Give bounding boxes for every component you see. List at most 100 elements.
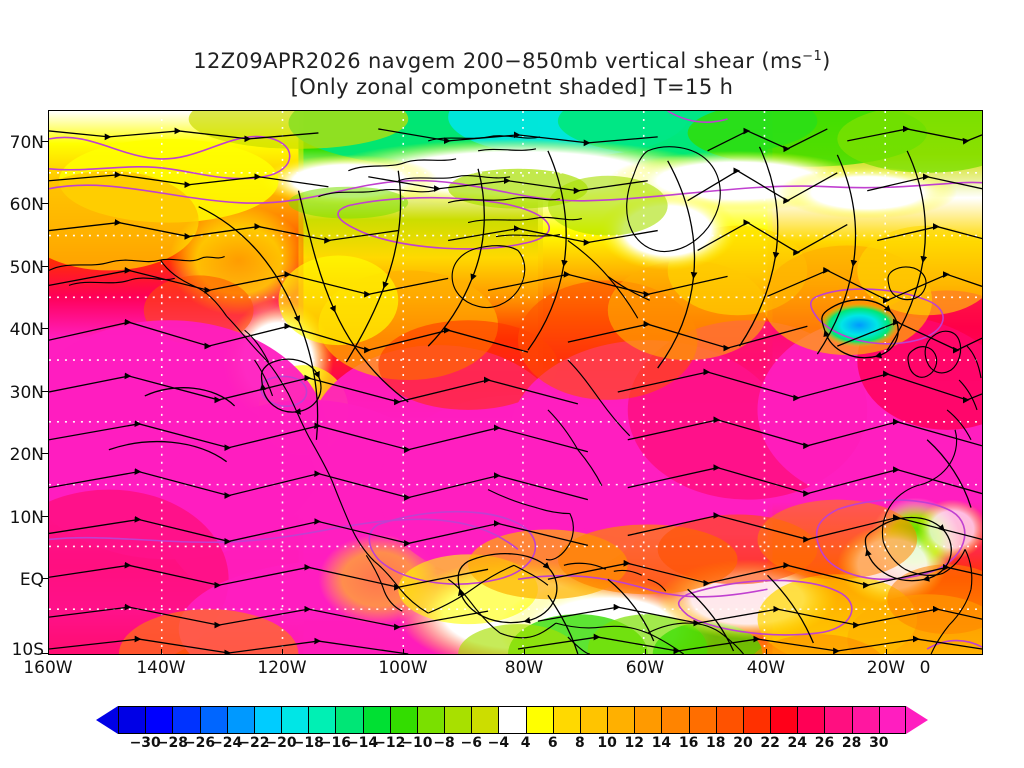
y-tick-50N (42, 266, 48, 267)
y-tick-label-60N: 60N (9, 195, 44, 215)
colorbar-cell (172, 706, 200, 734)
colorbar-over-arrow (906, 706, 928, 734)
colorbar-cell (199, 706, 227, 734)
colorbar-cell (335, 706, 363, 734)
title-line-2: [Only zonal componetnt shaded] T=15 h (290, 75, 734, 99)
colorbar-tick-label: 20 (733, 735, 753, 751)
colorbar-tick-label: 30 (869, 735, 889, 751)
colorbar-cell (226, 706, 254, 734)
colorbar-tick-label: 12 (624, 735, 644, 751)
colorbar-tick-label: −24 (211, 735, 243, 751)
colorbar-tick-label: 4 (520, 735, 531, 751)
y-tick-label-40N: 40N (9, 320, 44, 340)
x-tick-label-160W: 160W (23, 658, 73, 678)
colorbar-tick-label: −6 (460, 735, 482, 751)
colorbar-tick-label: −20 (265, 735, 297, 751)
colorbar-cell (824, 706, 852, 734)
colorbar-tick-label: 26 (814, 735, 835, 751)
colorbar-cell (389, 706, 417, 734)
x-tick-label-100W: 100W (378, 658, 428, 678)
x-tick-label-120W: 120W (257, 658, 307, 678)
y-tick-70N (42, 141, 48, 142)
colorbar-cell (552, 706, 580, 734)
page-title: 12Z09APR2026 navgem 200−850mb vertical s… (0, 44, 1024, 100)
colorbar-cell (770, 706, 798, 734)
colorbar-labels: −30 −28 −26 −24 −22 −20 −18 −16 −14 −12 −10 −8 −6 −4 4… (0, 735, 1024, 757)
colorbar-cell (634, 706, 662, 734)
colorbar-cell (362, 706, 390, 734)
colorbar-tick-label: 14 (651, 735, 672, 751)
x-tick-label-80W: 80W (504, 658, 544, 678)
colorbar (118, 706, 906, 734)
colorbar-cell (851, 706, 879, 734)
y-tick-30N (42, 391, 48, 392)
colorbar-tick-label: 10 (597, 735, 617, 751)
colorbar-tick-label: −30 (129, 735, 161, 751)
x-tick-160W (48, 649, 49, 655)
y-tick-label-EQ: EQ (19, 570, 44, 590)
colorbar-tick-label: −16 (319, 735, 351, 751)
x-tick-140W (161, 649, 162, 655)
colorbar-tick-label: −22 (238, 735, 270, 751)
y-tick-label-30N: 30N (9, 383, 44, 403)
colorbar-tick-label: 22 (760, 735, 780, 751)
y-tick-label-10N: 10N (9, 508, 44, 528)
x-tick-label-60W: 60W (625, 658, 665, 678)
x-tick-80W (524, 649, 525, 655)
shear-streamlines (49, 125, 982, 654)
colorbar-cell (715, 706, 743, 734)
y-tick-40N (42, 328, 48, 329)
colorbar-cell (878, 706, 906, 734)
x-tick-label-140W: 140W (136, 658, 186, 678)
shear-field-svg (49, 111, 982, 654)
colorbar-cell (281, 706, 309, 734)
colorbar-tick-label: 8 (575, 735, 585, 751)
colorbar-tick-label: −28 (156, 735, 188, 751)
units-superscript: −1 (802, 49, 823, 64)
colorbar-cell (797, 706, 825, 734)
y-tick-10N (42, 516, 48, 517)
colorbar-under-arrow (96, 706, 118, 734)
colorbar-tick-label: −12 (374, 735, 406, 751)
colorbar-cell (416, 706, 445, 734)
y-tick-label-50N: 50N (9, 258, 44, 278)
colorbar-tick-label: 18 (706, 735, 726, 751)
colorbar-cell (471, 706, 499, 734)
colorbar-cell (688, 706, 716, 734)
colorbar-tick-label: −4 (487, 735, 510, 751)
colorbar-cell (145, 706, 173, 734)
shear-map-plot (48, 110, 983, 655)
y-tick-label-70N: 70N (9, 133, 44, 153)
x-tick-120W (282, 649, 283, 655)
colorbar-tick-label: 24 (787, 735, 808, 751)
x-tick-60W (645, 649, 646, 655)
y-tick-label-20N: 20N (9, 445, 44, 465)
colorbar-cell (607, 706, 635, 734)
colorbar-cell (118, 706, 146, 734)
y-tick-10S (42, 653, 48, 654)
colorbar-tick-label: −26 (183, 735, 216, 751)
colorbar-cell (661, 706, 689, 734)
y-tick-label-10S: 10S (11, 640, 44, 660)
colorbar-tick-label: −14 (346, 735, 379, 751)
x-tick-label-20W: 20W (866, 658, 906, 678)
colorbar-tick-label: −18 (292, 735, 324, 751)
colorbar-cell (742, 706, 771, 734)
colorbar-tick-label: 16 (678, 735, 699, 751)
colorbar-tick-label: −10 (401, 735, 433, 751)
x-tick-label-40W: 40W (746, 658, 786, 678)
colorbar-cell (253, 706, 282, 734)
title-line-1: 12Z09APR2026 navgem 200−850mb vertical s… (193, 49, 831, 73)
y-tick-60N (42, 203, 48, 204)
x-tick-20W (886, 649, 887, 655)
colorbar-cell (498, 706, 526, 734)
colorbar-tick-label: 28 (841, 735, 862, 751)
y-tick-EQ (42, 578, 48, 579)
x-tick-40W (766, 649, 767, 655)
x-tick-label-0: 0 (919, 658, 931, 678)
colorbar-cell (525, 706, 553, 734)
colorbar-tick-label: 6 (547, 735, 558, 751)
colorbar-cell (444, 706, 472, 734)
y-tick-20N (42, 453, 48, 454)
colorbar-cell (579, 706, 608, 734)
